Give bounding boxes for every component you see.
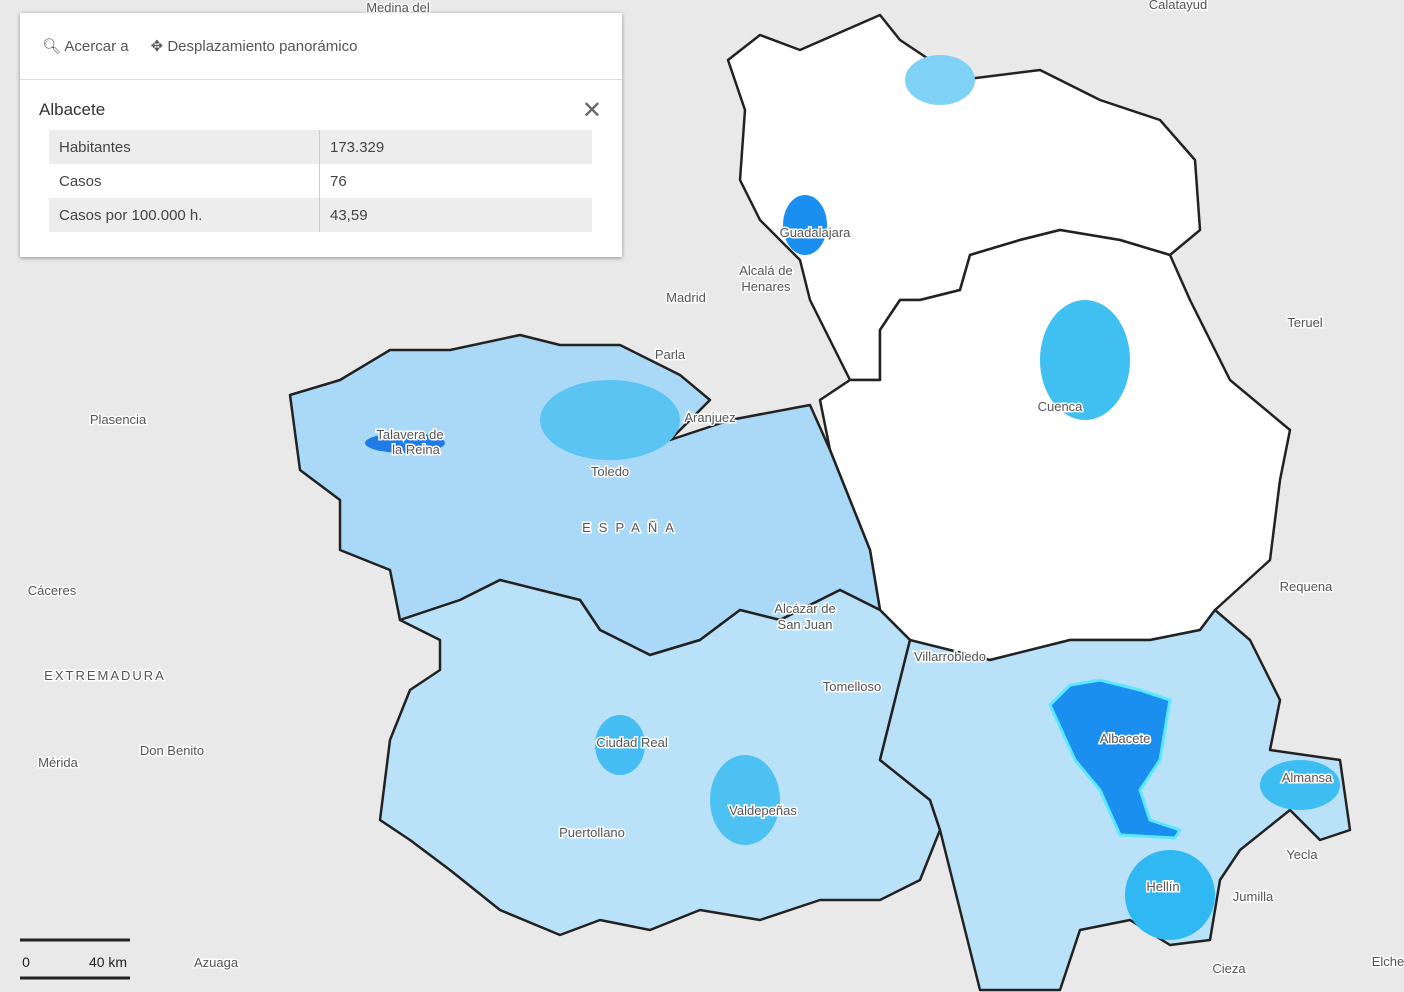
value-cell: 76 xyxy=(330,172,347,190)
attribute-table: Habitantes 173.329 Casos 76 Casos por 100.00… xyxy=(49,130,592,232)
map-label: Medina del xyxy=(366,0,430,15)
scale-bar xyxy=(20,938,130,980)
map-label: Jumilla xyxy=(1233,889,1274,904)
map-label: Ciudad Real xyxy=(596,735,668,750)
pan-action[interactable]: ✥ Desplazamiento panorámico xyxy=(150,38,358,55)
field-cell: Casos xyxy=(49,164,320,198)
map-label: Azuaga xyxy=(194,955,239,970)
map-label: Toledo xyxy=(591,464,629,479)
area xyxy=(710,755,780,845)
area xyxy=(595,715,645,775)
toolbar: 🔍︎ Acercar a ✥ Desplazamiento panorámico xyxy=(20,13,622,80)
map-label: Guadalajara xyxy=(780,225,852,240)
area xyxy=(1125,850,1215,940)
map-label: Elche xyxy=(1372,954,1404,969)
area xyxy=(905,55,975,105)
map-label: Requena xyxy=(1280,579,1334,594)
popup-title: Albacete xyxy=(39,100,106,119)
popup-title-bar: Albacete ✕ xyxy=(20,80,622,130)
table-row: Habitantes 173.329 xyxy=(49,130,592,164)
map-label: Albacete xyxy=(1100,731,1151,746)
area xyxy=(783,195,827,255)
map-label: EXTREMADURA xyxy=(44,668,166,683)
scale-label: 40 km xyxy=(89,954,127,970)
area xyxy=(540,380,680,460)
map-label: Parla xyxy=(655,347,686,362)
zoom-action[interactable]: 🔍︎ Acercar a xyxy=(42,38,129,55)
map-label: Yecla xyxy=(1286,847,1318,862)
map-label: Teruel xyxy=(1287,315,1323,330)
map-label: Hellín xyxy=(1146,879,1179,894)
map-label: Tomelloso xyxy=(823,679,882,694)
close-button[interactable]: ✕ xyxy=(581,97,602,124)
popup: 🔍︎ Acercar a ✥ Desplazamiento panorámico… xyxy=(20,13,622,257)
map-label: Valdepeñas xyxy=(729,803,797,818)
map-label: Madrid xyxy=(666,290,706,305)
scale-label: 0 xyxy=(22,954,30,970)
map-label: Alcalá de xyxy=(739,263,792,278)
field-cell: Habitantes xyxy=(49,130,320,164)
map-label: Aranjuez xyxy=(684,410,735,425)
action-label[interactable]: Acercar a xyxy=(64,38,129,55)
map-label: San Juan xyxy=(778,617,833,632)
map-label: Alcázar de xyxy=(774,601,835,616)
value-cell: 173.329 xyxy=(319,130,592,164)
map-label: Cuenca xyxy=(1038,399,1084,414)
map-label: Mérida xyxy=(38,755,79,770)
table-row: Casos por 100.000 h. 43,59 xyxy=(49,198,592,232)
map-label: Calatayud xyxy=(1149,0,1208,12)
map-label: Henares xyxy=(741,279,791,294)
area xyxy=(1260,760,1340,810)
map-label: Puertollano xyxy=(559,825,625,840)
map-label: Talavera de xyxy=(376,427,443,442)
field-cell: Casos por 100.000 h. xyxy=(49,198,320,232)
map-label: ESPAÑA xyxy=(582,520,682,535)
map-label: Cieza xyxy=(1212,961,1246,976)
map-label: Cáceres xyxy=(28,583,77,598)
map-label: Villarrobledo xyxy=(914,649,986,664)
area xyxy=(365,433,445,453)
area xyxy=(1040,300,1130,420)
map-label: la Reina xyxy=(392,442,440,457)
value-cell: 43,59 xyxy=(319,198,592,232)
map-label: Don Benito xyxy=(140,743,204,758)
selected-municipality[interactable] xyxy=(1048,678,1183,840)
action-label[interactable]: Desplazamiento panorámico xyxy=(167,38,358,55)
map-label: Plasencia xyxy=(90,412,147,427)
map-label: Almansa xyxy=(1282,770,1333,785)
table-row: Casos 76 xyxy=(49,164,592,198)
province-ciudad-real[interactable] xyxy=(378,578,942,937)
